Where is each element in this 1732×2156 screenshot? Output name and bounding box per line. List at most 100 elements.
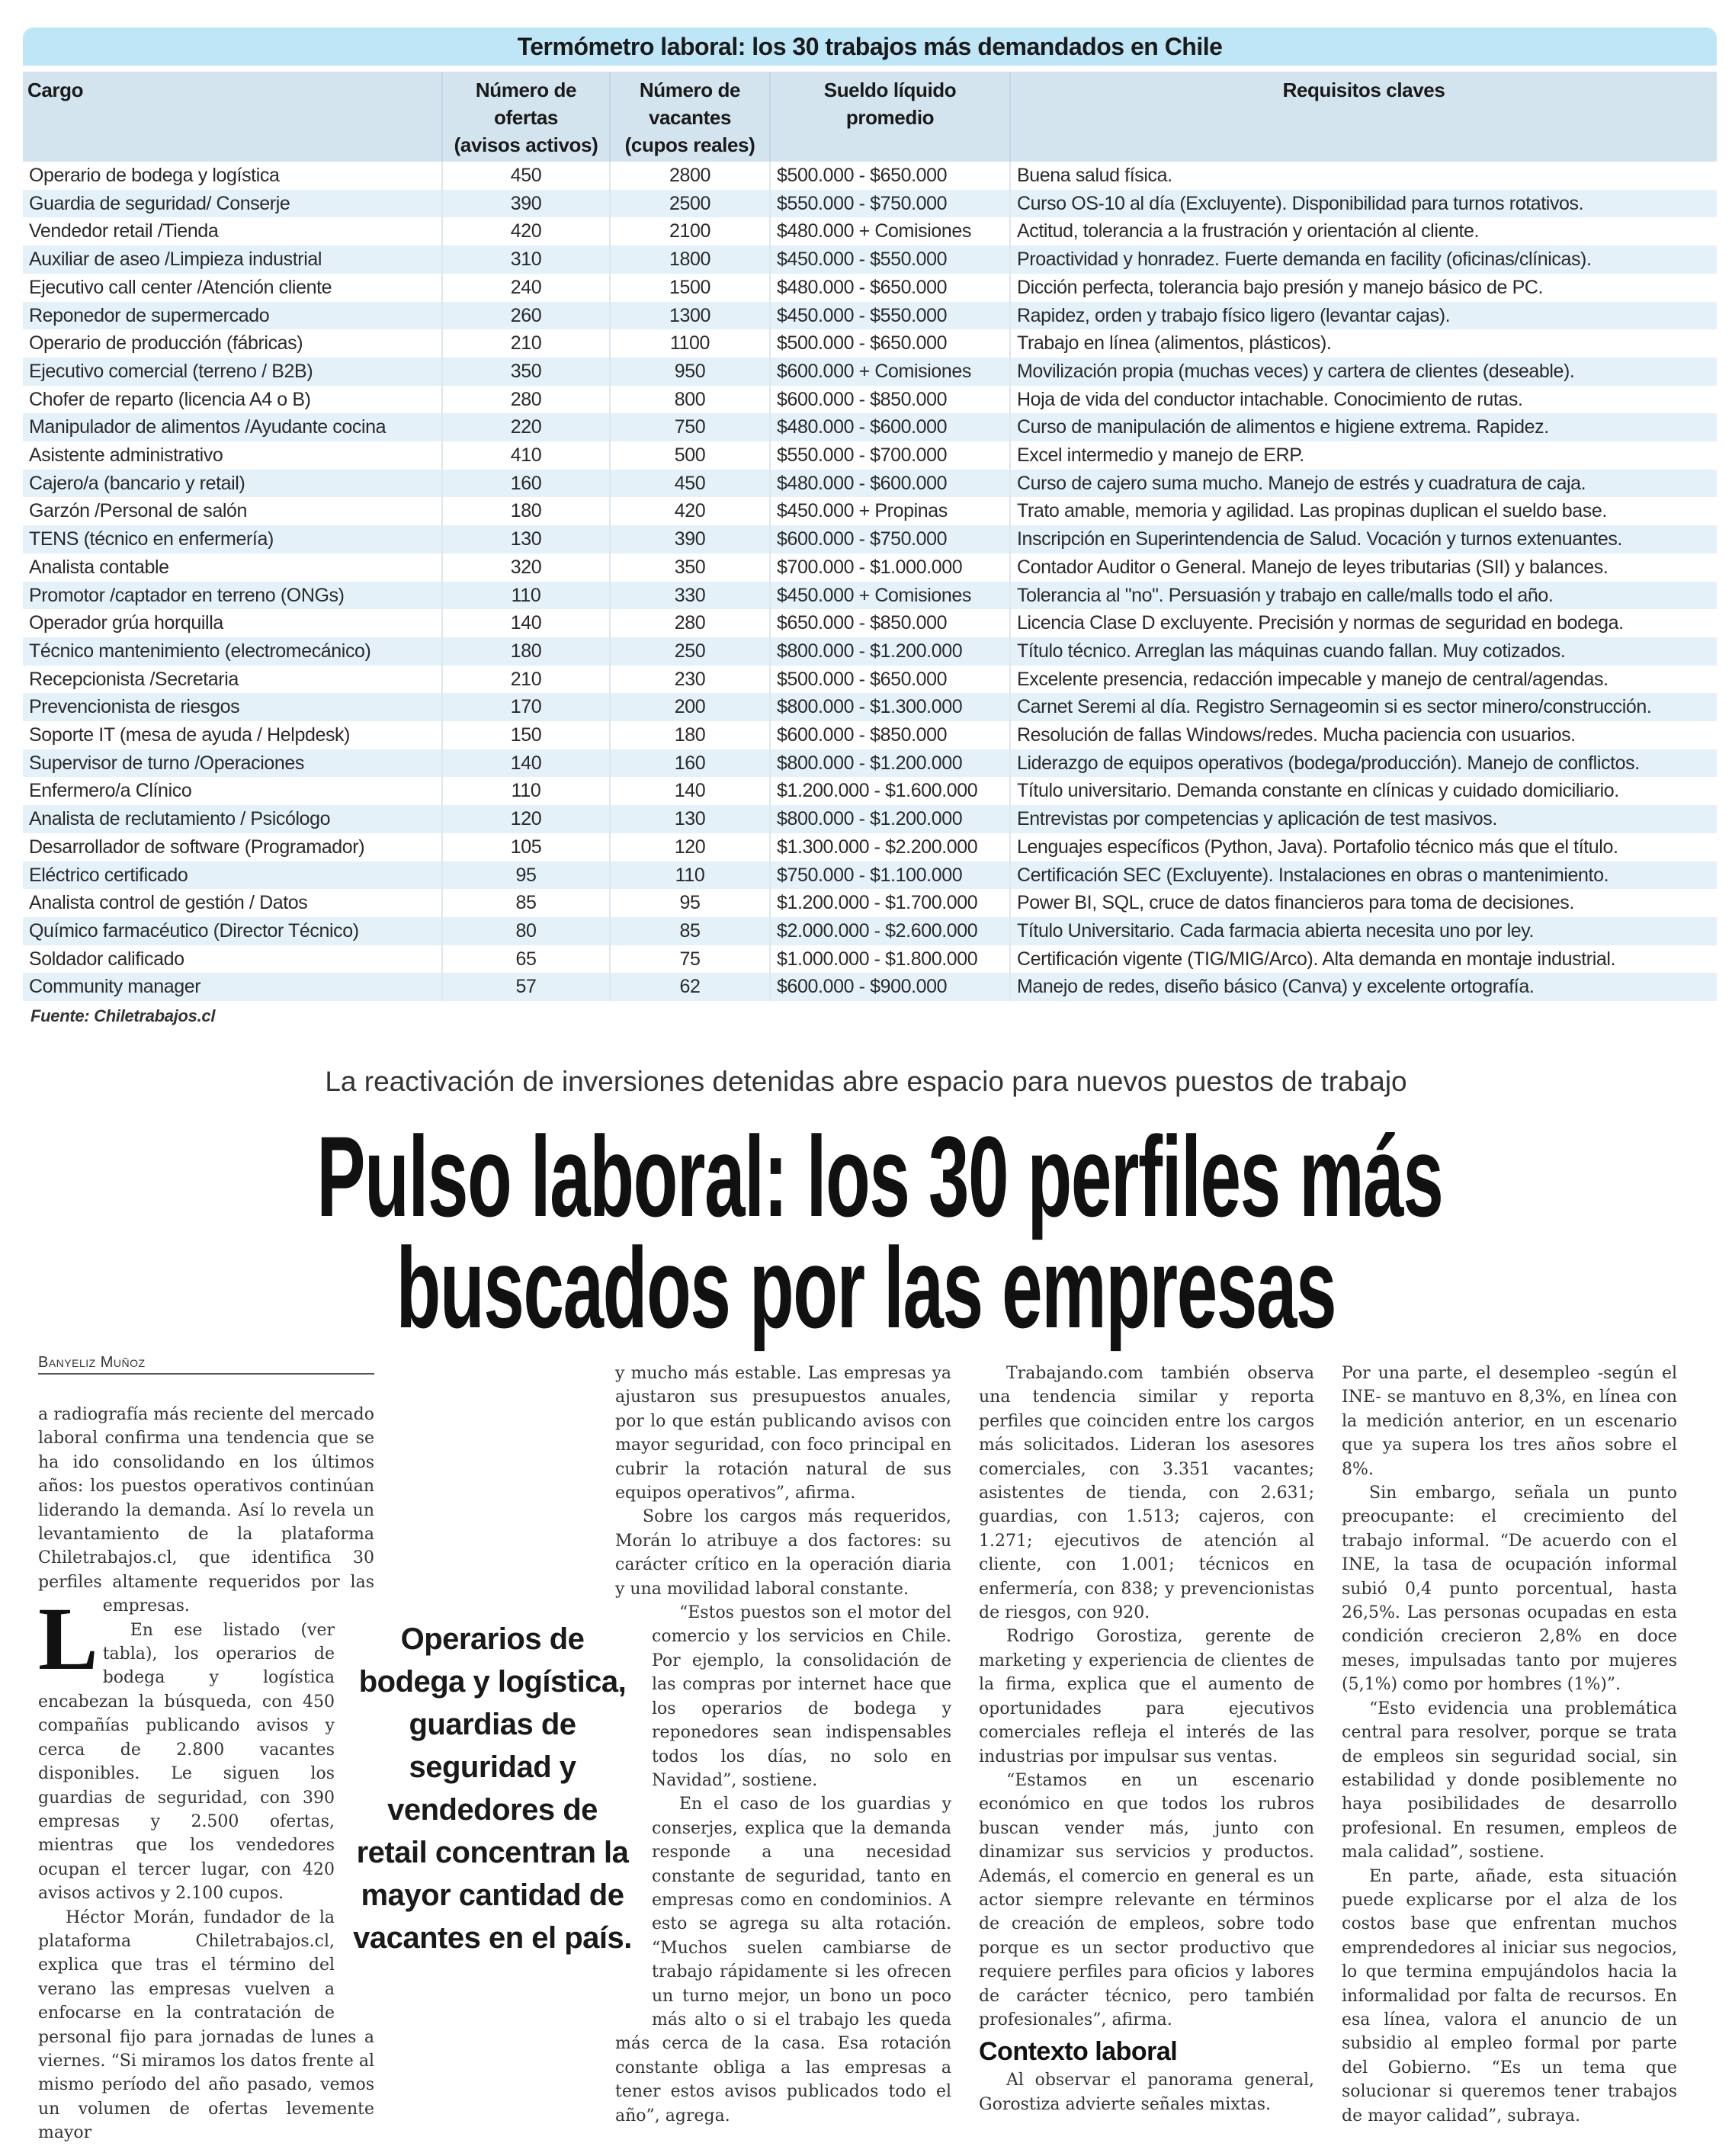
paragraph: Trabajando.com también observa una tende… (979, 1362, 1314, 1625)
cell-cargo: Ejecutivo call center /Atención cliente (29, 276, 332, 298)
cell-vacantes: 280 (609, 609, 770, 637)
cell-ofertas: 210 (441, 329, 610, 358)
paragraph-text: Contexto laboral (979, 2037, 1178, 2067)
cell-cargo: Eléctrico certificado (23, 861, 442, 890)
cell-ofertas: 120 (441, 805, 610, 833)
cell-ofertas: 220 (441, 413, 610, 442)
cell-sueldo: $1.000.000 - $1.800.000 (769, 945, 1010, 974)
cell-requisitos: Proactividad y honradez. Fuerte demanda … (1009, 245, 1717, 274)
cell-cargo: Vendedor retail /Tienda (29, 220, 219, 242)
table-row: Ejecutivo call center /Atención cliente 2… (23, 273, 1717, 302)
table-title: Termómetro laboral: los 30 trabajos más … (23, 27, 1717, 66)
cell-sueldo: $550.000 - $700.000 (769, 441, 1010, 470)
paragraph: Sin embargo, señala un punto preocupante… (1342, 1481, 1677, 1697)
cell-requisitos: Liderazgo de equipos operativos (bodega/… (1009, 749, 1717, 778)
cell-ofertas: 110 (441, 581, 610, 610)
cell-cargo: Manipulador de alimentos /Ayudante cocin… (23, 413, 442, 442)
cell-requisitos: Rapidez, orden y trabajo físico ligero (… (1009, 301, 1717, 330)
column-header: Sueldo líquido promedio (769, 72, 1010, 162)
column-header-line: (avisos activos) (454, 133, 598, 156)
cell-ofertas: 240 (441, 273, 610, 302)
table-row: Asistente administrativo 410 500 $550.000 -… (23, 441, 1717, 470)
cell-vacantes: 95 (609, 889, 770, 917)
cell-cargo: Prevencionista de riesgos (23, 693, 442, 722)
article-kicker: La reactivación de inversiones detenidas… (325, 1066, 1407, 1097)
cell-ofertas: 65 (441, 945, 610, 974)
cell-ofertas: 350 (441, 357, 610, 386)
cell-ofertas: 170 (441, 693, 610, 722)
cell-vacantes: 250 (609, 637, 770, 666)
table-row: Supervisor de turno /Operaciones 140 160 $8… (23, 749, 1717, 778)
article-column-3: Trabajando.com también observa una tende… (979, 1362, 1314, 2116)
cell-requisitos: Certificación vigente (TIG/MIG/Arco). Al… (1009, 945, 1717, 974)
article-column-4: Por una parte, el desempleo -según el IN… (1342, 1362, 1677, 2128)
pull-quote: Operarios de bodega y logística, guardia… (353, 1622, 632, 1955)
table-row: Analista de reclutamiento / Psicólogo 120… (23, 805, 1717, 833)
cell-sueldo: $500.000 - $650.000 (769, 162, 1010, 190)
cell-sueldo: $480.000 + Comisiones (769, 217, 1010, 246)
cell-ofertas: 85 (441, 889, 610, 917)
cell-cargo: Analista contable (29, 556, 169, 578)
cell-cargo: Chofer de reparto (licencia A4 o B) (29, 388, 311, 410)
drop-cap: L (38, 1589, 98, 1689)
cell-cargo: Operador grúa horquilla (29, 612, 223, 634)
jobs-table: Cargo Número de ofertas (avisos activos) Núm… (23, 72, 1717, 1002)
table-row: Soporte IT (mesa de ayuda / Helpdesk) 150… (23, 721, 1717, 749)
table-row: Vendedor retail /Tienda 420 2100 $480.000 +… (23, 217, 1717, 246)
cell-requisitos: Tolerancia al "no". Persuasión y trabajo… (1009, 581, 1717, 610)
paragraph: Sobre los cargos más requeridos, Morán l… (615, 1505, 951, 1601)
paragraph-text: “Estos puestos son el motor del comercio… (652, 1603, 951, 1790)
cell-sueldo: $480.000 - $650.000 (769, 273, 1010, 302)
paragraph-text: a radiografía más reciente del mercado l… (38, 1405, 374, 1616)
paragraph-text: “Estamos en un escenario económico en qu… (979, 1770, 1314, 2029)
cell-vacantes: 450 (609, 469, 770, 498)
cell-requisitos: Actitud, tolerancia a la frustración y o… (1009, 217, 1717, 246)
table-row: Químico farmacéutico (Director Técnico) 8… (23, 916, 1717, 945)
cell-vacantes: 230 (609, 665, 770, 694)
article-column-2: y mucho más estable. Las empresas ya aju… (615, 1362, 951, 2128)
headline-text: Pulso laboral: los 30 perfiles más (316, 1112, 1443, 1240)
table-row: Operario de producción (fábricas) 210 1100… (23, 329, 1717, 358)
cell-sueldo: $800.000 - $1.200.000 (769, 805, 1010, 833)
cell-sueldo: $2.000.000 - $2.600.000 (769, 916, 1010, 945)
cell-requisitos: Curso OS-10 al día (Excluyente). Disponi… (1009, 189, 1717, 218)
cell-cargo: Analista de reclutamiento / Psicólogo (23, 805, 442, 833)
paragraph-text: Por una parte, el desempleo -según el IN… (1342, 1364, 1677, 1479)
cell-requisitos: Excelente presencia, redacción impecable… (1009, 665, 1717, 694)
paragraph-text: En parte, añade, esta situación puede ex… (1342, 1866, 1677, 2126)
cell-vacantes: 500 (609, 441, 770, 470)
column-header-line: (cupos reales) (624, 133, 755, 156)
cell-requisitos: Power BI, SQL, cruce de datos financiero… (1009, 889, 1717, 917)
paragraph: En el caso de los guardias y conserjes, … (615, 1792, 951, 2128)
paragraph-text: y mucho más estable. Las empresas ya aju… (615, 1364, 951, 1503)
paragraph-text: En ese listado (ver tabla), los operario… (38, 1620, 335, 1904)
table-row: Eléctrico certificado 95 110 $750.000 - $1.… (23, 861, 1717, 890)
cell-vacantes: 120 (609, 833, 770, 861)
cell-ofertas: 140 (441, 609, 610, 637)
headline-text: buscados por las empresas (396, 1224, 1337, 1352)
paragraph: “Estos puestos son el motor del comercio… (615, 1601, 951, 1792)
cell-requisitos: Curso de cajero suma mucho. Manejo de es… (1009, 469, 1717, 498)
cell-vacantes: 390 (609, 525, 770, 553)
table-row: Operador grúa horquilla 140 280 $650.000 - … (23, 609, 1717, 637)
table-row: Soldador calificado 65 75 $1.000.000 - $1.8… (23, 945, 1717, 974)
cell-ofertas: 150 (441, 721, 610, 749)
cell-ofertas: 410 (441, 441, 610, 470)
table-row: Operario de bodega y logística 450 2800 $50… (23, 162, 1717, 190)
cell-ofertas: 320 (441, 553, 610, 582)
cell-requisitos: Hoja de vida del conductor intachable. C… (1009, 385, 1717, 414)
cell-cargo: Químico farmacéutico (Director Técnico) (23, 916, 442, 945)
cell-requisitos: Licencia Clase D excluyente. Precisión y… (1009, 609, 1717, 637)
cell-vacantes: 160 (609, 749, 770, 778)
paragraph-text: En el caso de los guardias y conserjes, … (615, 1795, 951, 2126)
cell-ofertas: 130 (441, 525, 610, 553)
cell-vacantes: 750 (609, 413, 770, 442)
cell-vacantes: 1100 (609, 329, 770, 358)
byline: Banyeliz Muñoz (38, 1354, 374, 1375)
cell-ofertas: 390 (441, 189, 610, 218)
cell-sueldo: $750.000 - $1.100.000 (769, 861, 1010, 890)
table-row: Analista contable 320 350 $700.000 - $1.000… (23, 553, 1717, 582)
cell-ofertas: 310 (441, 245, 610, 274)
table-row: Manipulador de alimentos /Ayudante cocin… (23, 413, 1717, 442)
